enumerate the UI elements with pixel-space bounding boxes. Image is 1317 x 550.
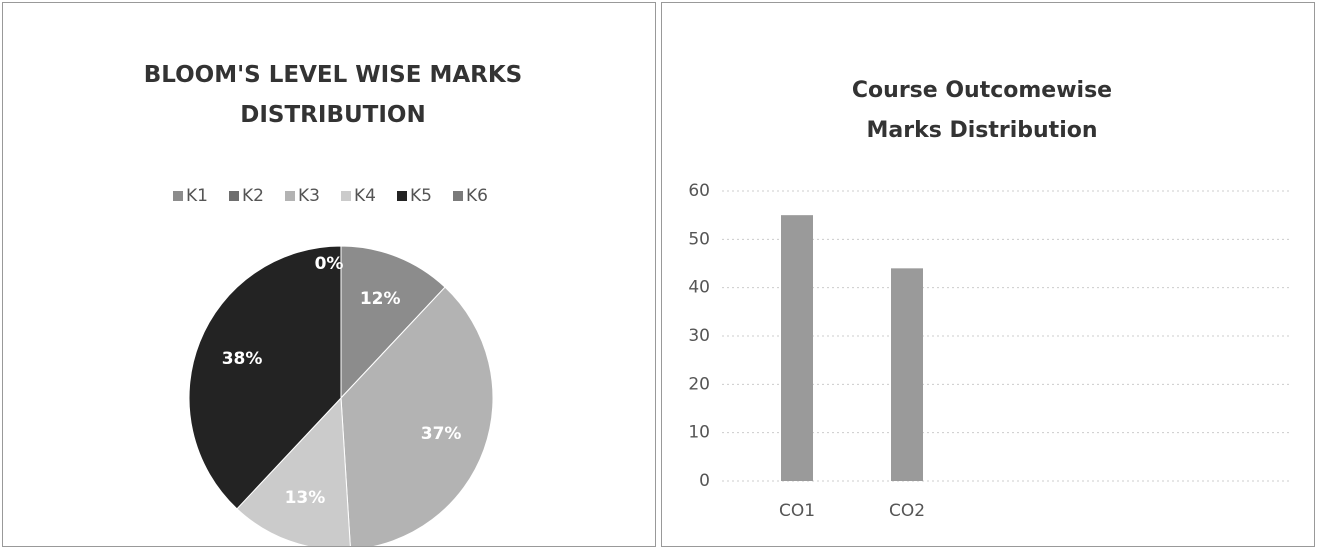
y-tick-label: 10 [688, 423, 710, 443]
bar-chart: 0 10 20 30 40 50 60 CO1 CO2 [688, 181, 1292, 521]
legend-swatch [285, 191, 295, 201]
chart-title: BLOOM'S LEVEL WISE MARKS DISTRIBUTION [143, 62, 523, 128]
legend-swatch [397, 191, 407, 201]
legend-label: K5 [410, 186, 432, 206]
y-tick-label: 60 [688, 181, 710, 201]
legend-label: K1 [186, 186, 208, 206]
pie-slice [340, 245, 446, 400]
data-label: 38% [222, 349, 263, 369]
legend-label: K3 [298, 186, 320, 206]
y-tick-label: 0 [699, 471, 710, 491]
legend-swatch [229, 191, 239, 201]
chart-title: Course Outcomewise Marks Distribution [851, 78, 1113, 143]
legend-label: K6 [466, 186, 488, 206]
legend-label: K4 [354, 186, 376, 206]
bar [891, 268, 923, 481]
legend-swatch [173, 191, 183, 201]
x-tick-label: CO1 [779, 501, 815, 521]
pie-slice [236, 396, 351, 546]
pie-panel: K1 K2 K3 K4 K5 K6 12% 37% 13% 38% 0% BLOOM'S LEVEL… [2, 2, 656, 547]
bar [781, 215, 813, 481]
bar-panel: 0 10 20 30 40 50 60 CO1 CO2 Course Outcomewise M… [661, 2, 1315, 547]
data-label: 12% [360, 289, 401, 309]
y-tick-label: 20 [688, 374, 710, 394]
data-label: 13% [285, 488, 326, 508]
data-label: 37% [421, 424, 462, 444]
pie-slice [340, 286, 494, 546]
pie-slice [188, 245, 342, 510]
y-tick-label: 30 [688, 326, 710, 346]
legend-label: K2 [242, 186, 264, 206]
legend-swatch [453, 191, 463, 201]
data-label: 0% [315, 254, 344, 274]
x-tick-label: CO2 [889, 501, 925, 521]
y-tick-label: 50 [688, 229, 710, 249]
legend-swatch [341, 191, 351, 201]
pie-chart: K1 K2 K3 K4 K5 K6 12% 37% 13% 38% 0% [173, 186, 494, 546]
y-tick-label: 40 [688, 278, 710, 298]
